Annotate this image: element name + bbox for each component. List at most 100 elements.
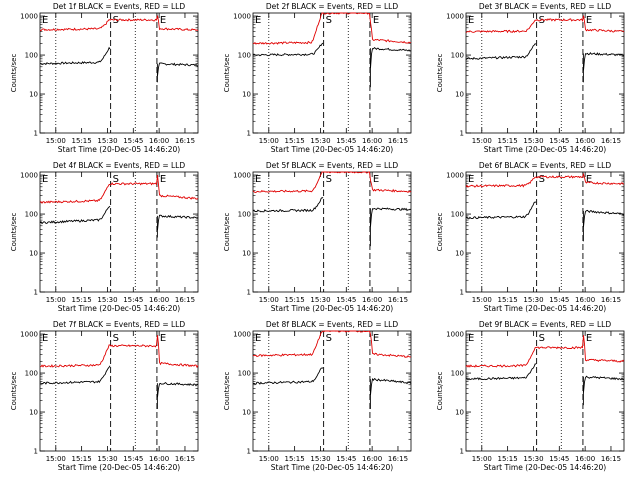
events-series-line xyxy=(465,43,625,71)
start-marker-label: S xyxy=(539,333,545,344)
x-tick-label: 16:00 xyxy=(575,296,595,304)
y-tick-label: 1 xyxy=(34,448,38,456)
plot-frame xyxy=(252,12,412,134)
y-tick-label: 10 xyxy=(455,250,464,258)
y-axis-label: Counts/sec xyxy=(223,372,231,411)
panel-8: Det 8f BLACK = Events, RED = LLD 1 10 100 10… xyxy=(223,320,412,472)
y-tick-label: 1000 xyxy=(233,172,251,180)
x-tick-label: 15:15 xyxy=(498,455,518,463)
y-axis-label: Counts/sec xyxy=(436,372,444,411)
y-tick-label: 1000 xyxy=(446,331,464,339)
panel-title: Det 2f BLACK = Events, RED = LLD xyxy=(266,2,399,11)
panel-7: Det 7f BLACK = Events, RED = LLD 1 10 100 10… xyxy=(10,320,199,472)
panel-title: Det 6f BLACK = Events, RED = LLD xyxy=(479,161,612,170)
lld-series-line xyxy=(39,175,199,204)
x-tick-label: 15:30 xyxy=(523,137,543,145)
x-tick-label: 16:00 xyxy=(149,137,169,145)
x-tick-label: 15:30 xyxy=(310,455,330,463)
x-tick-label: 16:15 xyxy=(388,137,408,145)
end-marker-label-left: E xyxy=(468,174,474,185)
y-tick-label: 1 xyxy=(34,289,38,297)
x-tick-label: 16:00 xyxy=(362,455,382,463)
x-axis-label: Start Time (20-Dec-05 14:46:20) xyxy=(484,145,606,154)
x-tick-label: 16:15 xyxy=(601,455,621,463)
x-tick-label: 15:30 xyxy=(310,296,330,304)
y-axis-label: Counts/sec xyxy=(436,54,444,93)
x-tick-label: 15:45 xyxy=(336,137,356,145)
x-axis-label: Start Time (20-Dec-05 14:46:20) xyxy=(58,463,180,472)
start-marker-label: S xyxy=(113,15,119,26)
start-marker-label: S xyxy=(326,174,332,185)
y-tick-label: 10 xyxy=(29,250,38,258)
y-tick-label: 1000 xyxy=(233,13,251,21)
events-series-line xyxy=(252,367,412,396)
y-axis-label: Counts/sec xyxy=(223,213,231,252)
x-tick-label: 15:30 xyxy=(523,455,543,463)
end-marker-label-left: E xyxy=(255,15,261,26)
x-tick-label: 15:00 xyxy=(472,137,492,145)
end-marker-label: E xyxy=(373,15,379,26)
panel-title: Det 8f BLACK = Events, RED = LLD xyxy=(266,320,399,329)
y-tick-label: 1 xyxy=(247,289,251,297)
end-marker-label-left: E xyxy=(42,174,48,185)
plot-frame xyxy=(465,171,625,293)
start-marker-label: S xyxy=(113,174,119,185)
y-tick-label: 1000 xyxy=(20,13,38,21)
x-tick-label: 15:45 xyxy=(123,296,143,304)
start-marker-label: S xyxy=(326,333,332,344)
x-tick-label: 15:45 xyxy=(549,455,569,463)
x-tick-label: 15:45 xyxy=(549,296,569,304)
x-axis-label: Start Time (20-Dec-05 14:46:20) xyxy=(271,145,393,154)
plot-frame xyxy=(39,171,199,293)
end-marker-label: E xyxy=(586,333,592,344)
end-marker-label-left: E xyxy=(255,174,261,185)
x-tick-label: 15:00 xyxy=(259,296,279,304)
y-tick-label: 100 xyxy=(25,211,38,219)
x-axis-label: Start Time (20-Dec-05 14:46:20) xyxy=(484,463,606,472)
x-tick-label: 15:15 xyxy=(72,137,92,145)
x-tick-label: 15:30 xyxy=(97,296,117,304)
y-tick-label: 100 xyxy=(238,211,251,219)
y-tick-label: 10 xyxy=(242,409,251,417)
x-tick-label: 15:00 xyxy=(46,296,66,304)
events-series-line xyxy=(39,365,199,398)
end-marker-label: E xyxy=(373,333,379,344)
plot-frame xyxy=(39,330,199,452)
lld-series-line xyxy=(465,15,625,34)
x-tick-label: 16:15 xyxy=(175,137,195,145)
events-series-line xyxy=(252,42,412,69)
y-tick-label: 1 xyxy=(34,130,38,138)
x-tick-label: 15:30 xyxy=(97,137,117,145)
y-tick-label: 10 xyxy=(242,250,251,258)
x-tick-label: 15:45 xyxy=(123,455,143,463)
events-series-line xyxy=(465,201,625,228)
x-tick-label: 16:15 xyxy=(388,296,408,304)
events-series-line xyxy=(465,363,625,393)
x-tick-label: 15:45 xyxy=(123,137,143,145)
x-axis-label: Start Time (20-Dec-05 14:46:20) xyxy=(271,304,393,313)
y-tick-label: 1 xyxy=(460,130,464,138)
events-series-line xyxy=(252,196,412,227)
y-tick-label: 1000 xyxy=(446,172,464,180)
y-axis-label: Counts/sec xyxy=(10,213,18,252)
panel-3: Det 3f BLACK = Events, RED = LLD 1 10 100 10… xyxy=(436,2,625,154)
events-series-line xyxy=(39,46,199,76)
y-tick-label: 100 xyxy=(25,52,38,60)
lld-series-line xyxy=(465,172,625,188)
panel-title: Det 9f BLACK = Events, RED = LLD xyxy=(479,320,612,329)
x-tick-label: 15:00 xyxy=(259,137,279,145)
y-axis-label: Counts/sec xyxy=(223,54,231,93)
x-tick-label: 16:00 xyxy=(149,296,169,304)
y-tick-label: 1 xyxy=(247,448,251,456)
plot-frame xyxy=(465,330,625,452)
y-tick-label: 1 xyxy=(460,289,464,297)
x-tick-label: 15:30 xyxy=(523,296,543,304)
end-marker-label-left: E xyxy=(468,333,474,344)
lld-series-line xyxy=(252,12,412,45)
x-axis-label: Start Time (20-Dec-05 14:46:20) xyxy=(58,304,180,313)
end-marker-label: E xyxy=(160,15,166,26)
end-marker-label: E xyxy=(160,333,166,344)
panel-title: Det 5f BLACK = Events, RED = LLD xyxy=(266,161,399,170)
x-tick-label: 15:15 xyxy=(285,455,305,463)
